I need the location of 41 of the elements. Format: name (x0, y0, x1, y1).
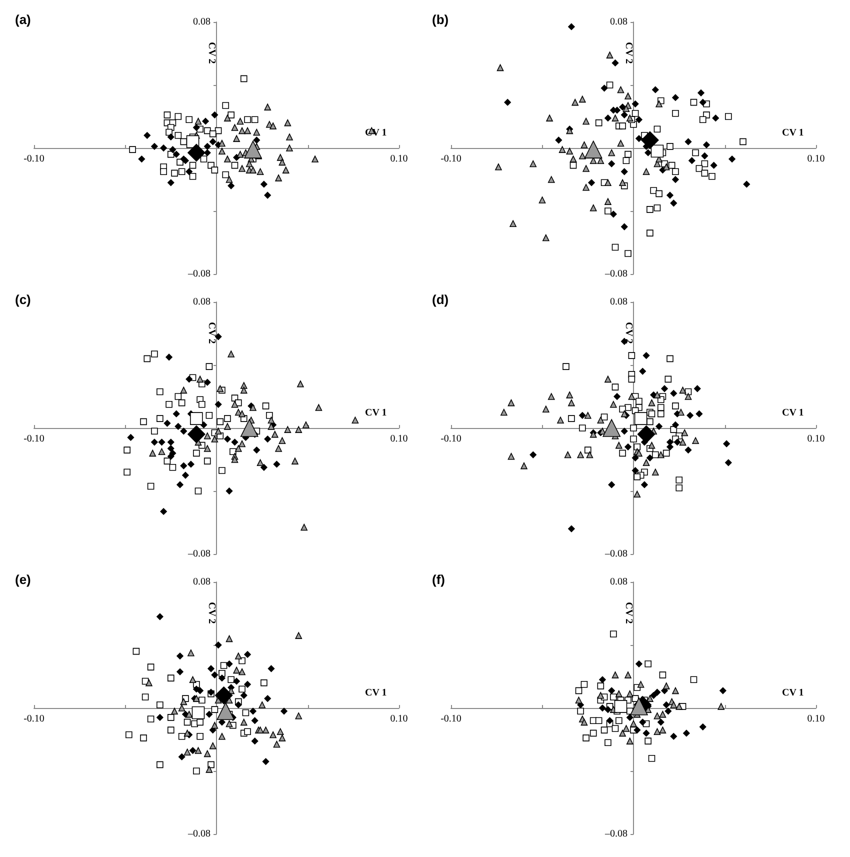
x-axis-title: CV 1 (782, 408, 804, 418)
x-tick-label: 0.10 (390, 714, 408, 724)
x-tick-label: -0.10 (440, 434, 462, 444)
x-tick-label: 0.10 (390, 154, 408, 164)
x-tick-label: -0.10 (440, 714, 462, 724)
chart-title: (b) (432, 12, 449, 27)
y-tick-label: 0.08 (193, 16, 210, 28)
y-tick-label: 0.08 (610, 576, 628, 588)
x-tick-label: -0.10 (440, 154, 462, 164)
x-tick-label: -0.10 (24, 154, 44, 164)
x-tick-label: 0.10 (807, 434, 825, 444)
y-axis-title: CV 2 (206, 42, 217, 64)
y-axis-title: CV 2 (206, 322, 217, 344)
y-tick-label: –0.08 (604, 828, 628, 840)
x-axis-title: CV 1 (365, 128, 387, 138)
x-tick-label: -0.10 (24, 434, 44, 444)
y-tick-label: 0.08 (193, 576, 210, 588)
y-tick-label: –0.08 (604, 548, 628, 560)
chart-title: (d) (432, 292, 449, 307)
x-tick-label: 0.10 (807, 154, 825, 164)
y-tick-label: –0.08 (187, 548, 210, 560)
x-tick-label: -0.10 (24, 714, 44, 724)
y-tick-label: 0.08 (610, 296, 628, 308)
y-axis-title: CV 2 (206, 602, 217, 624)
x-tick-label: 0.10 (390, 434, 408, 444)
x-axis-title: CV 1 (365, 688, 387, 698)
y-axis-title: CV 2 (623, 42, 634, 64)
y-tick-label: 0.08 (610, 16, 628, 28)
x-axis-title: CV 1 (365, 408, 387, 418)
y-tick-label: –0.08 (604, 268, 628, 280)
chart-title: (c) (15, 292, 31, 307)
y-tick-label: –0.08 (187, 268, 210, 280)
x-axis-title: CV 1 (782, 688, 804, 698)
x-axis-title: CV 1 (782, 128, 804, 138)
y-axis-title: CV 2 (623, 602, 634, 624)
chart-title: (f) (432, 572, 445, 587)
y-tick-label: –0.08 (187, 828, 210, 840)
x-tick-label: 0.10 (807, 714, 825, 724)
chart-title: (e) (15, 572, 31, 587)
y-tick-label: 0.08 (193, 296, 210, 308)
chart-title: (a) (15, 12, 31, 27)
